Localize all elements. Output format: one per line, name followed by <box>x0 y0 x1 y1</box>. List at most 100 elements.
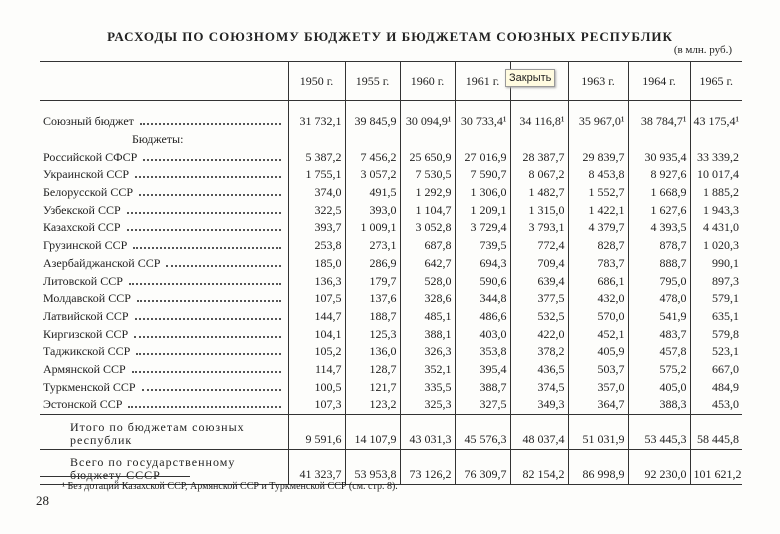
value-cell: 491,5 <box>344 183 400 202</box>
table-row: Итого по бюджетам союзных республик 9 591… <box>40 413 742 450</box>
label-text: Армянской ССР <box>43 361 126 376</box>
subheading-row: Бюджеты: <box>40 130 742 149</box>
value-cell: 393,7 <box>287 219 345 237</box>
value-cell: 4 393,5 <box>627 219 690 237</box>
value-cell: 3 729,4 <box>454 219 510 237</box>
value-cell: 523,1 <box>689 342 742 361</box>
dot-leader <box>126 220 281 232</box>
table-row: Российской СФСР 5 387,2 7 456,2 25 650,9 27 … <box>40 148 742 167</box>
value-cell: 452,1 <box>567 325 628 343</box>
value-cell: 528,0 <box>399 272 455 290</box>
value-cell: 828,7 <box>567 236 628 255</box>
value-cell: 107,5 <box>287 289 345 308</box>
table-row: Молдавской ССР 107,5 137,6 328,6 344,8 377,5 4… <box>40 289 742 308</box>
value-cell: 51 031,9 <box>567 413 628 450</box>
value-cell: 453,0 <box>689 396 742 415</box>
row-label: Узбекской ССР <box>40 201 288 219</box>
value-cell: 43 175,4¹ <box>689 100 742 131</box>
value-cell: 144,7 <box>287 307 345 326</box>
value-cell: 570,0 <box>567 307 628 326</box>
value-cell: 53 953,8 <box>344 448 400 485</box>
tooltip-close[interactable]: Закрыть <box>505 69 556 87</box>
value-cell: 478,0 <box>627 289 690 308</box>
value-cell: 273,1 <box>344 236 400 255</box>
dot-leader <box>133 238 281 250</box>
value-cell: 503,7 <box>567 360 628 379</box>
table-row: Армянской ССР 114,7 128,7 352,1 395,4 436,5 50… <box>40 360 742 379</box>
label-text: Союзный бюджет <box>43 114 134 129</box>
value-cell: 1 627,6 <box>627 201 690 220</box>
value-cell: 1 943,3 <box>689 201 742 220</box>
value-cell: 7 590,7 <box>454 166 510 184</box>
row-label: Российской СФСР <box>40 148 288 166</box>
value-cell: 105,2 <box>287 342 345 361</box>
value-cell: 590,6 <box>454 272 510 290</box>
value-cell: 403,0 <box>454 325 510 343</box>
table-row: Таджикской ССР 105,2 136,0 326,3 353,8 378,2 4… <box>40 342 742 361</box>
value-cell: 33 339,2 <box>689 148 742 167</box>
value-cell: 436,5 <box>509 360 568 379</box>
value-cell: 639,4 <box>509 272 568 290</box>
value-cell: 1 306,0 <box>454 183 510 202</box>
value-cell: 30 094,9¹ <box>399 100 455 131</box>
unit: (в млн. руб.) <box>673 44 732 56</box>
value-cell: 82 154,2 <box>509 448 568 485</box>
value-cell: 3 057,2 <box>344 166 400 184</box>
dot-leader <box>135 167 281 179</box>
dot-leader <box>141 380 281 391</box>
value-cell: 41 323,7 <box>287 448 345 485</box>
value-cell: 327,5 <box>454 396 510 415</box>
value-cell: 136,3 <box>287 272 345 290</box>
empty-cell <box>509 130 568 149</box>
value-cell: 104,1 <box>287 325 345 343</box>
label-text: Таджикской ССР <box>43 344 131 359</box>
value-cell: 34 116,8¹ <box>509 100 568 131</box>
value-cell: 45 576,3 <box>454 413 510 450</box>
value-cell: 1 422,1 <box>567 201 628 220</box>
empty-cell <box>454 130 510 149</box>
value-cell: 326,3 <box>399 342 455 361</box>
value-cell: 344,8 <box>454 289 510 308</box>
value-cell: 349,3 <box>509 396 568 415</box>
value-cell: 388,7 <box>454 378 510 396</box>
row-label: Латвийской ССР <box>40 308 288 326</box>
table-row: Казахской ССР 393,7 1 009,1 3 052,8 3 729,4 3… <box>40 219 742 237</box>
value-cell: 101 621,2 <box>689 448 742 485</box>
empty-cell <box>399 130 455 149</box>
value-cell: 100,5 <box>287 378 345 396</box>
table-row: Эстонской ССР 107,3 123,2 325,3 327,5 349,3 36… <box>40 396 742 415</box>
row-label: Украинской ССР <box>40 166 288 184</box>
label-leader: Российской СФСР <box>43 150 285 165</box>
value-cell: 485,1 <box>399 307 455 326</box>
dot-leader <box>143 150 281 161</box>
value-cell: 335,5 <box>399 378 455 396</box>
value-cell: 128,7 <box>344 360 400 379</box>
footnote-rule <box>40 476 190 477</box>
value-cell: 86 998,9 <box>567 448 628 485</box>
value-cell: 3 052,8 <box>399 219 455 237</box>
dot-leader <box>166 256 281 267</box>
column-header: 1950 г. <box>287 61 345 101</box>
value-cell: 58 445,8 <box>689 413 742 450</box>
page-number: 28 <box>36 493 49 508</box>
value-cell: 29 839,7 <box>567 148 628 167</box>
value-cell: 642,7 <box>399 254 455 273</box>
row-label: Эстонской ССР <box>40 396 288 414</box>
title: РАСХОДЫ ПО СОЮЗНОМУ БЮДЖЕТУ И БЮДЖЕТАМ С… <box>107 29 673 44</box>
dot-leader <box>134 327 281 338</box>
column-header: 1965 г. <box>689 61 742 101</box>
value-cell: 53 445,3 <box>627 413 690 450</box>
label-text: Узбекской ССР <box>43 202 121 217</box>
value-cell: 532,5 <box>509 307 568 326</box>
value-cell: 1 482,7 <box>509 183 568 202</box>
value-cell: 4 431,0 <box>689 219 742 237</box>
value-cell: 635,1 <box>689 307 742 326</box>
column-header: 1963 г. <box>567 61 628 101</box>
value-cell: 123,2 <box>344 396 400 415</box>
row-label: Таджикской ССР <box>40 343 288 361</box>
table-row: Украинской ССР 1 755,1 3 057,2 7 530,5 7 590… <box>40 166 742 184</box>
dot-leader <box>128 397 281 409</box>
value-cell: 1 292,9 <box>399 183 455 202</box>
label-text: Российской СФСР <box>43 149 138 164</box>
